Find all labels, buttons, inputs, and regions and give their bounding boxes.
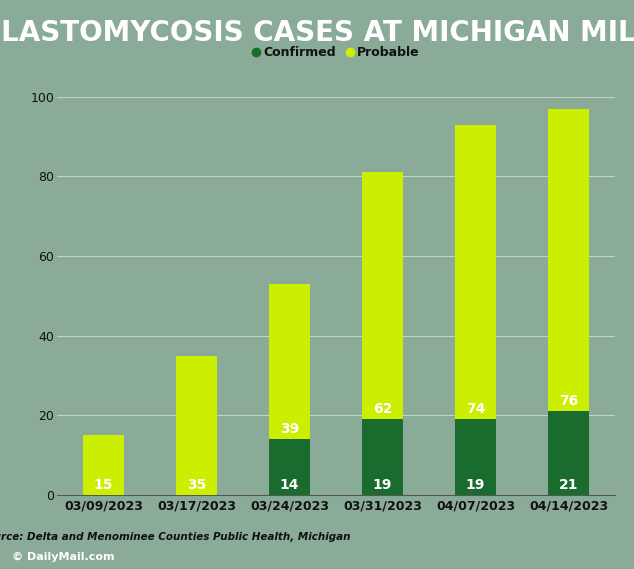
- Bar: [548, 109, 590, 411]
- Bar: [269, 284, 311, 439]
- Bar: [455, 419, 496, 495]
- Text: 39: 39: [280, 422, 299, 436]
- Text: 21: 21: [559, 478, 578, 492]
- Bar: [361, 419, 403, 495]
- Text: 14: 14: [280, 478, 299, 492]
- Text: 74: 74: [466, 402, 485, 416]
- Text: © DailyMail.com: © DailyMail.com: [12, 552, 115, 562]
- Text: BLASTOMYCOSIS CASES AT MICHIGAN MILL: BLASTOMYCOSIS CASES AT MICHIGAN MILL: [0, 19, 634, 47]
- Text: 15: 15: [94, 478, 113, 492]
- Bar: [455, 125, 496, 419]
- Bar: [548, 411, 590, 495]
- Text: 62: 62: [373, 402, 392, 416]
- Bar: [361, 172, 403, 419]
- Text: 19: 19: [373, 478, 392, 492]
- Bar: [82, 435, 124, 495]
- Bar: [269, 439, 311, 495]
- Text: Source: Delta and Menominee Counties Public Health, Michigan: Source: Delta and Menominee Counties Pub…: [0, 532, 351, 542]
- Text: 35: 35: [187, 478, 206, 492]
- Text: 76: 76: [559, 394, 578, 408]
- Bar: [176, 356, 217, 495]
- Legend: Confirmed, Probable: Confirmed, Probable: [247, 41, 425, 64]
- Text: 19: 19: [466, 478, 485, 492]
